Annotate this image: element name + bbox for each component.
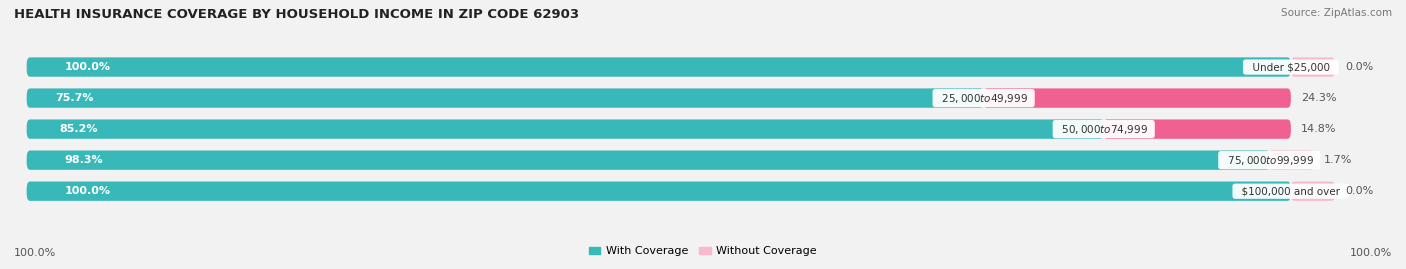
FancyBboxPatch shape (27, 89, 984, 108)
FancyBboxPatch shape (1104, 119, 1291, 139)
Text: 14.8%: 14.8% (1301, 124, 1337, 134)
Text: 100.0%: 100.0% (65, 62, 111, 72)
FancyBboxPatch shape (27, 119, 1104, 139)
Text: $100,000 and over: $100,000 and over (1234, 186, 1347, 196)
FancyBboxPatch shape (27, 182, 1291, 201)
Text: 100.0%: 100.0% (1350, 248, 1392, 258)
Text: 85.2%: 85.2% (59, 124, 97, 134)
FancyBboxPatch shape (27, 119, 1291, 139)
Text: $25,000 to $49,999: $25,000 to $49,999 (935, 91, 1032, 105)
Legend: With Coverage, Without Coverage: With Coverage, Without Coverage (585, 242, 821, 261)
Text: 0.0%: 0.0% (1346, 62, 1374, 72)
Text: 75.7%: 75.7% (55, 93, 94, 103)
Text: Source: ZipAtlas.com: Source: ZipAtlas.com (1281, 8, 1392, 18)
Text: HEALTH INSURANCE COVERAGE BY HOUSEHOLD INCOME IN ZIP CODE 62903: HEALTH INSURANCE COVERAGE BY HOUSEHOLD I… (14, 8, 579, 21)
Text: 98.3%: 98.3% (65, 155, 103, 165)
Text: 24.3%: 24.3% (1301, 93, 1337, 103)
Text: 1.7%: 1.7% (1323, 155, 1353, 165)
Text: $50,000 to $74,999: $50,000 to $74,999 (1056, 123, 1152, 136)
FancyBboxPatch shape (1291, 57, 1336, 77)
FancyBboxPatch shape (1270, 151, 1313, 170)
Text: 0.0%: 0.0% (1346, 186, 1374, 196)
FancyBboxPatch shape (27, 151, 1270, 170)
FancyBboxPatch shape (1291, 182, 1336, 201)
Text: Under $25,000: Under $25,000 (1246, 62, 1336, 72)
Text: $75,000 to $99,999: $75,000 to $99,999 (1220, 154, 1317, 167)
FancyBboxPatch shape (984, 89, 1291, 108)
Text: 100.0%: 100.0% (65, 186, 111, 196)
FancyBboxPatch shape (27, 89, 1291, 108)
FancyBboxPatch shape (27, 182, 1291, 201)
FancyBboxPatch shape (27, 57, 1291, 77)
Text: 100.0%: 100.0% (14, 248, 56, 258)
FancyBboxPatch shape (27, 151, 1291, 170)
FancyBboxPatch shape (27, 57, 1291, 77)
